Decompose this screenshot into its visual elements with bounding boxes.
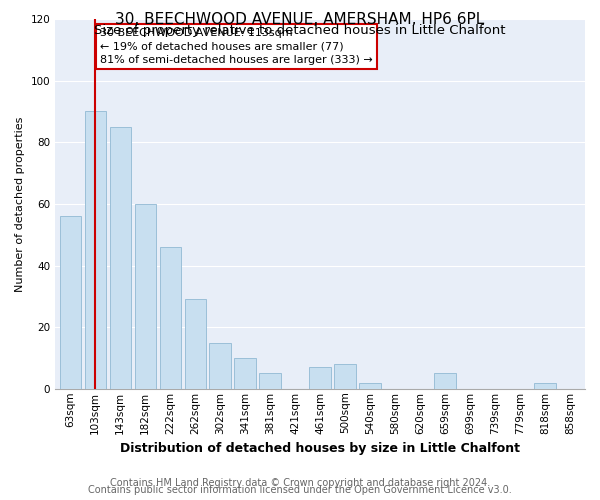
Bar: [209, 342, 231, 389]
Bar: [334, 364, 356, 389]
Bar: [235, 358, 256, 389]
Bar: [85, 112, 106, 389]
Text: Contains public sector information licensed under the Open Government Licence v3: Contains public sector information licen…: [88, 485, 512, 495]
Bar: [259, 374, 281, 389]
Bar: [310, 367, 331, 389]
X-axis label: Distribution of detached houses by size in Little Chalfont: Distribution of detached houses by size …: [120, 442, 520, 455]
Bar: [535, 382, 556, 389]
Text: Contains HM Land Registry data © Crown copyright and database right 2024.: Contains HM Land Registry data © Crown c…: [110, 478, 490, 488]
Text: Size of property relative to detached houses in Little Chalfont: Size of property relative to detached ho…: [94, 24, 506, 37]
Bar: [359, 382, 380, 389]
Text: 30 BEECHWOOD AVENUE: 113sqm
← 19% of detached houses are smaller (77)
81% of sem: 30 BEECHWOOD AVENUE: 113sqm ← 19% of det…: [100, 28, 373, 64]
Bar: [434, 374, 455, 389]
Text: 30, BEECHWOOD AVENUE, AMERSHAM, HP6 6PL: 30, BEECHWOOD AVENUE, AMERSHAM, HP6 6PL: [115, 12, 485, 28]
Bar: [185, 300, 206, 389]
Bar: [110, 127, 131, 389]
Bar: [134, 204, 156, 389]
Bar: [160, 247, 181, 389]
Y-axis label: Number of detached properties: Number of detached properties: [15, 116, 25, 292]
Bar: [59, 216, 81, 389]
